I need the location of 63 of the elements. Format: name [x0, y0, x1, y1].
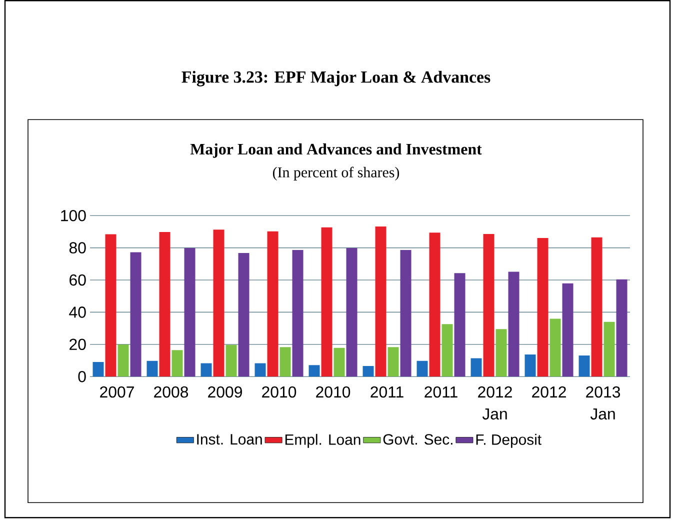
bar: [591, 238, 602, 377]
bar: [334, 348, 345, 377]
bar: [118, 344, 129, 377]
x-tick-label: 2013 Jan: [586, 386, 620, 420]
bar: [346, 248, 358, 377]
bar: [562, 284, 574, 377]
bar: [92, 362, 104, 377]
bar: [616, 280, 628, 377]
bar: [308, 365, 320, 377]
x-tick-label: 2009: [208, 386, 242, 398]
bar: [159, 232, 170, 377]
bar: [226, 345, 237, 377]
x-tick-label: 2011: [370, 386, 404, 398]
bar: [524, 354, 536, 377]
bar: [267, 232, 278, 377]
y-tick-label: 80: [69, 242, 86, 254]
bar: [238, 253, 250, 377]
x-tick-label: 2010: [316, 386, 350, 398]
x-tick-label: 2010: [262, 386, 296, 398]
bar: [254, 363, 266, 377]
bar: [362, 366, 374, 377]
bar: [200, 363, 212, 377]
legend-label: Empl. Loan: [285, 434, 360, 448]
bar: [292, 250, 304, 377]
bar: [483, 234, 494, 377]
y-tick-label: 0: [78, 371, 86, 382]
text: (In percent of shares): [272, 166, 400, 181]
bar: [105, 234, 116, 377]
chart-title: Figure 3.23: EPF Major Loan & Advances: [182, 71, 490, 87]
bar: [416, 361, 428, 377]
bar: [400, 250, 412, 377]
bar: [550, 318, 561, 377]
bar: [321, 228, 332, 377]
bar: [442, 324, 453, 377]
x-tick-label: 2011: [424, 386, 458, 398]
bar: [172, 350, 183, 377]
bar: [578, 356, 590, 377]
bar: [184, 248, 196, 377]
y-tick-label: 40: [69, 306, 86, 318]
bar: [280, 347, 291, 377]
y-tick-label: 60: [70, 274, 86, 286]
bar: [508, 272, 520, 377]
x-tick-label: 2008: [154, 386, 188, 398]
bar: [429, 232, 440, 377]
bar: [388, 347, 399, 377]
chart-subtitle: Major Loan and Advances and Investment: [190, 144, 482, 158]
y-tick-label: 20: [70, 338, 86, 350]
bar: [375, 226, 386, 377]
bar: [454, 273, 466, 377]
legend-label: F. Deposit: [476, 434, 542, 448]
legend-label: Govt. Sec.: [383, 434, 452, 445]
y-tick-label: 100: [61, 210, 86, 222]
bar: [537, 238, 548, 377]
bar: [470, 358, 482, 377]
x-tick-label: 2007: [100, 386, 134, 398]
bar: [213, 230, 224, 377]
legend-label: Inst. Loan: [197, 434, 262, 445]
x-tick-label: 2012: [532, 386, 566, 398]
x-tick-label: 2012 Jan: [478, 386, 512, 420]
bar: [130, 252, 142, 377]
bar: [496, 329, 507, 377]
bar: [146, 361, 158, 377]
bar: [604, 322, 615, 377]
